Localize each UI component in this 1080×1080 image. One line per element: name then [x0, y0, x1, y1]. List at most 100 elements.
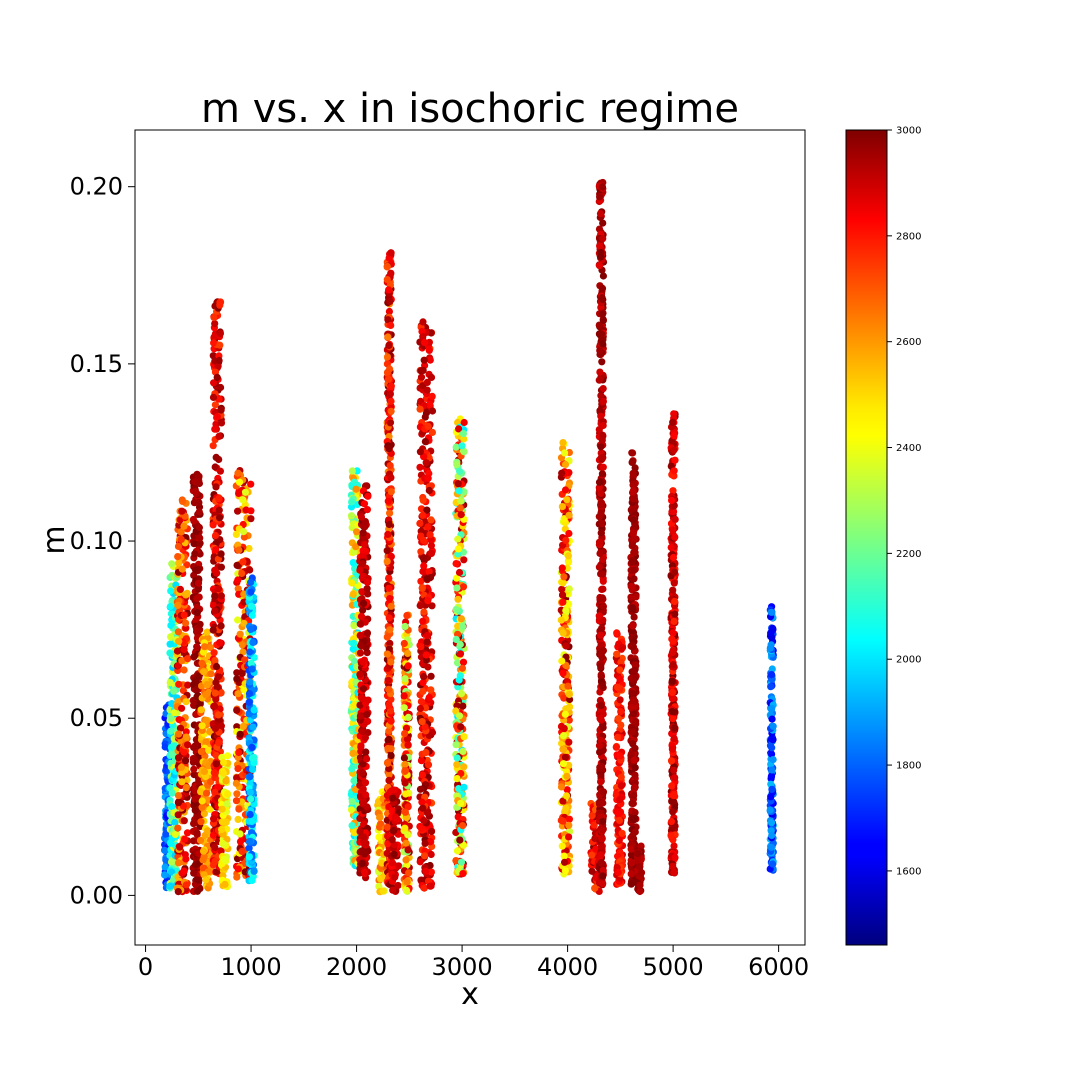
- data-point: [453, 584, 461, 592]
- data-point: [454, 545, 462, 553]
- data-point: [387, 474, 395, 482]
- data-point: [167, 633, 175, 641]
- data-point: [240, 590, 248, 598]
- data-point: [233, 561, 241, 569]
- data-point: [455, 712, 464, 720]
- data-point: [200, 847, 208, 855]
- data-point: [458, 442, 466, 450]
- data-point: [400, 704, 408, 712]
- data-point: [453, 659, 462, 667]
- data-point: [558, 585, 566, 593]
- data-point: [358, 769, 366, 777]
- data-point: [216, 301, 224, 309]
- data-point: [559, 579, 567, 587]
- data-point: [590, 821, 598, 829]
- data-point: [356, 649, 365, 657]
- data-point: [418, 771, 427, 779]
- data-point: [170, 687, 178, 695]
- data-point: [246, 566, 254, 574]
- data-point: [174, 824, 182, 832]
- data-point: [630, 575, 638, 583]
- data-point: [629, 529, 637, 537]
- data-point: [221, 880, 229, 889]
- data-point: [386, 419, 394, 427]
- data-point: [628, 641, 636, 649]
- data-point: [455, 676, 463, 684]
- data-point: [631, 661, 639, 669]
- data-point: [630, 548, 638, 557]
- data-point: [168, 789, 176, 797]
- data-point: [629, 516, 637, 524]
- data-point: [460, 448, 468, 456]
- data-point: [631, 808, 639, 817]
- data-point: [248, 743, 256, 751]
- data-point: [190, 765, 198, 773]
- data-point: [387, 488, 395, 496]
- data-point: [617, 773, 625, 781]
- data-point: [211, 656, 219, 665]
- data-point: [180, 666, 188, 674]
- data-point: [559, 439, 567, 447]
- data-point: [419, 511, 427, 519]
- data-point: [629, 495, 637, 503]
- data-point: [419, 318, 427, 326]
- data-point: [401, 675, 409, 683]
- data-point: [356, 712, 364, 720]
- data-point: [404, 713, 412, 722]
- data-point: [422, 651, 430, 659]
- data-point: [203, 628, 211, 636]
- data-point: [427, 329, 435, 337]
- data-point: [236, 730, 244, 738]
- data-point: [563, 496, 571, 504]
- data-point: [385, 286, 393, 294]
- data-point: [234, 576, 242, 584]
- data-point: [174, 601, 182, 610]
- data-point: [402, 856, 410, 864]
- data-point: [193, 643, 201, 651]
- data-point: [349, 559, 357, 567]
- data-point: [216, 639, 224, 647]
- data-point: [168, 560, 176, 568]
- data-point: [197, 748, 205, 756]
- data-point: [614, 868, 622, 877]
- data-point: [180, 522, 188, 530]
- data-point: [565, 690, 574, 699]
- data-point: [599, 421, 607, 430]
- data-point: [616, 666, 624, 674]
- data-point: [211, 857, 219, 866]
- data-point: [363, 506, 371, 514]
- data-point: [428, 602, 436, 610]
- data-point: [234, 585, 242, 593]
- data-point: [211, 843, 219, 852]
- data-point: [179, 802, 187, 810]
- data-point: [195, 523, 203, 532]
- data-point: [460, 763, 468, 771]
- data-point: [248, 754, 257, 762]
- data-point: [215, 739, 223, 747]
- data-point: [353, 528, 361, 536]
- data-point: [388, 859, 397, 867]
- data-point: [596, 210, 605, 218]
- data-point: [558, 842, 566, 850]
- data-point: [350, 777, 358, 785]
- data-point: [218, 825, 226, 834]
- data-point: [387, 602, 395, 610]
- data-point: [400, 639, 408, 648]
- data-point: [386, 297, 394, 305]
- data-point: [248, 817, 256, 826]
- data-point: [597, 489, 605, 497]
- data-point: [192, 566, 200, 574]
- data-point: [595, 538, 604, 546]
- data-point: [627, 582, 635, 591]
- data-point: [249, 765, 257, 774]
- data-point: [202, 738, 210, 746]
- data-point: [190, 743, 198, 752]
- data-point: [598, 595, 606, 603]
- data-point: [425, 568, 433, 576]
- data-point: [195, 508, 203, 516]
- data-point: [236, 630, 244, 638]
- data-point: [211, 320, 219, 328]
- data-point: [560, 573, 568, 581]
- data-point: [588, 851, 596, 859]
- data-point: [379, 887, 387, 895]
